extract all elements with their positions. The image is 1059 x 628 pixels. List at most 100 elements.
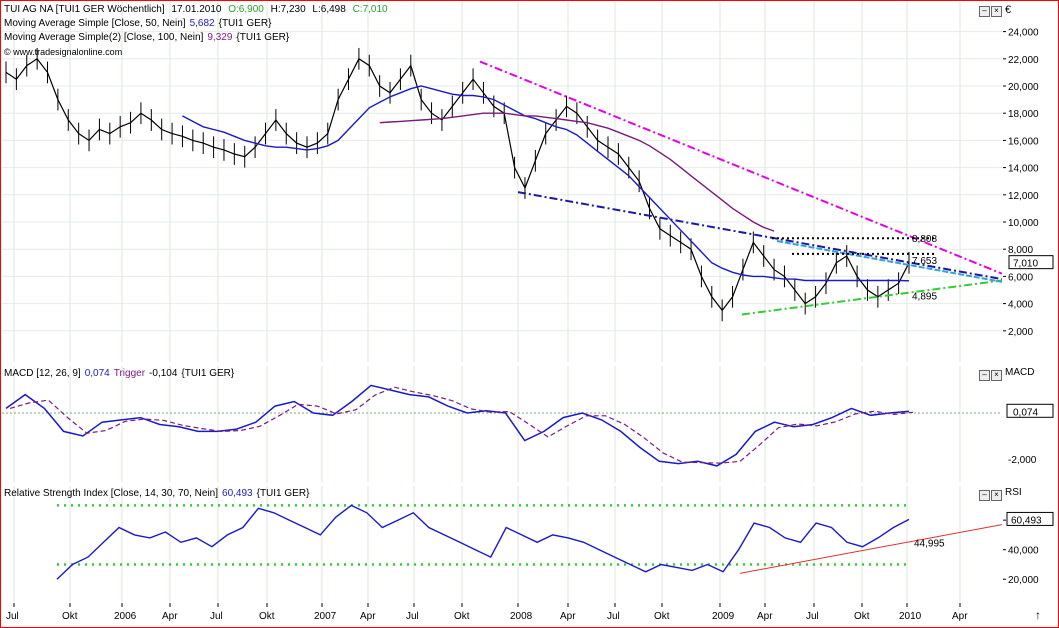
price-tick-label: 8,000 — [1008, 245, 1033, 256]
x-tick-label: Jul — [6, 611, 19, 622]
ma100-line — [379, 112, 775, 232]
currency-symbol: € — [1005, 4, 1012, 16]
x-tick-label: 2007 — [314, 611, 337, 622]
x-tick-label: Apr — [952, 611, 968, 622]
minimize-button[interactable]: – — [979, 6, 990, 17]
price-annotation: 8,808 — [912, 234, 937, 245]
macd-last-box — [1006, 403, 1054, 418]
ma1-label: Moving Average Simple [Close, 50, Nein] — [4, 18, 186, 29]
ma1-value: 5,682 — [189, 18, 215, 29]
watermark: © www.tradesignalonline.com — [4, 47, 123, 57]
ohlc-open: O:6,900 — [228, 4, 264, 15]
ohlc-close: C:7,010 — [352, 4, 388, 15]
ma2-legend: Moving Average Simple(2) [Close, 100, Ne… — [4, 32, 293, 43]
price-tick-label: 6,000 — [1008, 272, 1033, 283]
macd-minimize-button[interactable]: – — [979, 370, 990, 381]
x-axis: Jul Okt 2006 Apr Jul Okt 2007 Apr Jul Okt 2008 Apr J… — [6, 603, 968, 622]
last-price-box — [1008, 255, 1054, 270]
rsi-tick-label: 20,000 — [1008, 575, 1039, 586]
x-tick-label: Apr — [560, 611, 576, 622]
rsi-value: 60,493 — [222, 488, 253, 499]
price-tick-label: 16,000 — [1008, 136, 1039, 147]
rsi-trendline — [739, 524, 1003, 574]
price-tick-label: 14,000 — [1008, 164, 1039, 175]
macd-chart — [2, 366, 1002, 483]
scroll-arrow-icon[interactable]: ↑ — [1035, 608, 1041, 622]
macd-last-label: 0,074 — [1013, 407, 1038, 418]
price-tick-label: 20,000 — [1008, 82, 1039, 93]
x-tick-label: Okt — [454, 611, 470, 622]
price-panel: 8,808 7,653 4,895 TUI AG NA [TUI1 GER Wöch… — [2, 2, 1003, 362]
macd-header: MACD [12, 26, 9] 0,074 Trigger -0,104 {TUI1 … — [4, 368, 238, 379]
trigger-value: -0,104 — [149, 368, 178, 379]
x-tick-label: Okt — [62, 611, 78, 622]
rsi-panel-buttons: – × — [978, 489, 1002, 501]
rsi-trendline-label: 44,995 — [914, 538, 945, 549]
macd-panel-buttons: – × — [978, 369, 1002, 381]
price-tick-label: 10,000 — [1008, 218, 1039, 229]
x-tick-label: Okt — [854, 611, 870, 622]
x-tick-label: Jul — [406, 611, 419, 622]
macd-value: 0,074 — [84, 368, 110, 379]
x-tick-label: 2006 — [114, 611, 137, 622]
x-tick-label: Apr — [162, 611, 178, 622]
close-button[interactable]: × — [991, 6, 1002, 17]
rsi-close-button[interactable]: × — [991, 490, 1002, 501]
price-axis: 2,000 4,000 6,000 8,000 10,000 12,000 14,000 16… — [1003, 2, 1057, 362]
x-tick-label: 2009 — [712, 611, 735, 622]
price-title: TUI AG NA [TUI1 GER Wöchentlich] — [4, 4, 165, 15]
ohlc-high: H:7,230 — [270, 4, 306, 15]
x-tick-label: Apr — [757, 611, 773, 622]
trigger-label: Trigger — [113, 368, 146, 379]
ma2-value: 9,329 — [207, 32, 233, 43]
ma1-suffix: {TUI1 GER} — [218, 18, 272, 29]
rsi-panel: 44,995 Relative Strength Index [Close, 1… — [2, 486, 1003, 602]
price-tick-label: 22,000 — [1008, 55, 1039, 66]
x-tick-label: Okt — [654, 611, 670, 622]
rsi-last-label: 60,493 — [1011, 515, 1042, 526]
rsi-axis-title: RSI — [1005, 487, 1022, 498]
macd-axis-svg: -2,000 0,074 — [1006, 403, 1054, 466]
ma50-line — [182, 85, 910, 282]
x-tick-label: Jul — [210, 611, 223, 622]
x-tick-label: 2010 — [899, 611, 922, 622]
price-header: TUI AG NA [TUI1 GER Wöchentlich] 17.01.2… — [4, 4, 392, 15]
mid-trendline — [517, 191, 1003, 281]
rsi-last-box — [1006, 511, 1054, 526]
macd-tick-label: -2,000 — [1008, 455, 1037, 466]
macd-axis-title: MACD — [1005, 367, 1035, 378]
price-date: 17.01.2010 — [171, 4, 222, 15]
rsi-minimize-button[interactable]: – — [979, 490, 990, 501]
macd-suffix: {TUI1 GER} — [181, 368, 235, 379]
ma2-label: Moving Average Simple(2) [Close, 100, Ne… — [4, 32, 204, 43]
rsi-title: Relative Strength Index [Close, 14, 30, … — [4, 488, 219, 499]
ohlc-low: L:6,498 — [312, 4, 346, 15]
macd-panel: MACD [12, 26, 9] 0,074 Trigger -0,104 {TUI1 … — [2, 366, 1002, 483]
rsi-tick-label: 40,000 — [1008, 546, 1039, 557]
ma1-legend: Moving Average Simple [Close, 50, Nein] 5… — [4, 18, 275, 29]
price-axis-svg: 2,000 4,000 6,000 8,000 10,000 12,000 14,000 16… — [1003, 28, 1054, 338]
price-tick-label: 24,000 — [1008, 28, 1039, 39]
macd-axis: -2,000 0,074 MACD — [1003, 366, 1057, 483]
support-trendline — [741, 279, 1003, 316]
macd-title: MACD [12, 26, 9] — [4, 368, 81, 379]
cyan-trendline — [776, 240, 1003, 283]
rsi-line — [56, 504, 910, 580]
x-tick-label: 2008 — [510, 611, 533, 622]
price-chart: 8,808 7,653 4,895 — [2, 2, 1003, 362]
macd-close-button[interactable]: × — [991, 370, 1002, 381]
rsi-chart: 44,995 — [13, 486, 1003, 602]
price-tick-label: 18,000 — [1008, 109, 1039, 120]
last-price-label: 7,010 — [1013, 259, 1038, 270]
price-tick-label: 2,000 — [1008, 327, 1033, 338]
price-series-line — [5, 57, 910, 312]
x-tick-label: Apr — [360, 611, 376, 622]
price-panel-buttons: – × — [978, 5, 1002, 17]
price-annotation: 4,895 — [912, 291, 937, 302]
price-tick-label: 12,000 — [1008, 191, 1039, 202]
rsi-header: Relative Strength Index [Close, 14, 30, … — [4, 488, 313, 499]
x-tick-label: Jul — [806, 611, 819, 622]
x-tick-label: Okt — [259, 611, 275, 622]
